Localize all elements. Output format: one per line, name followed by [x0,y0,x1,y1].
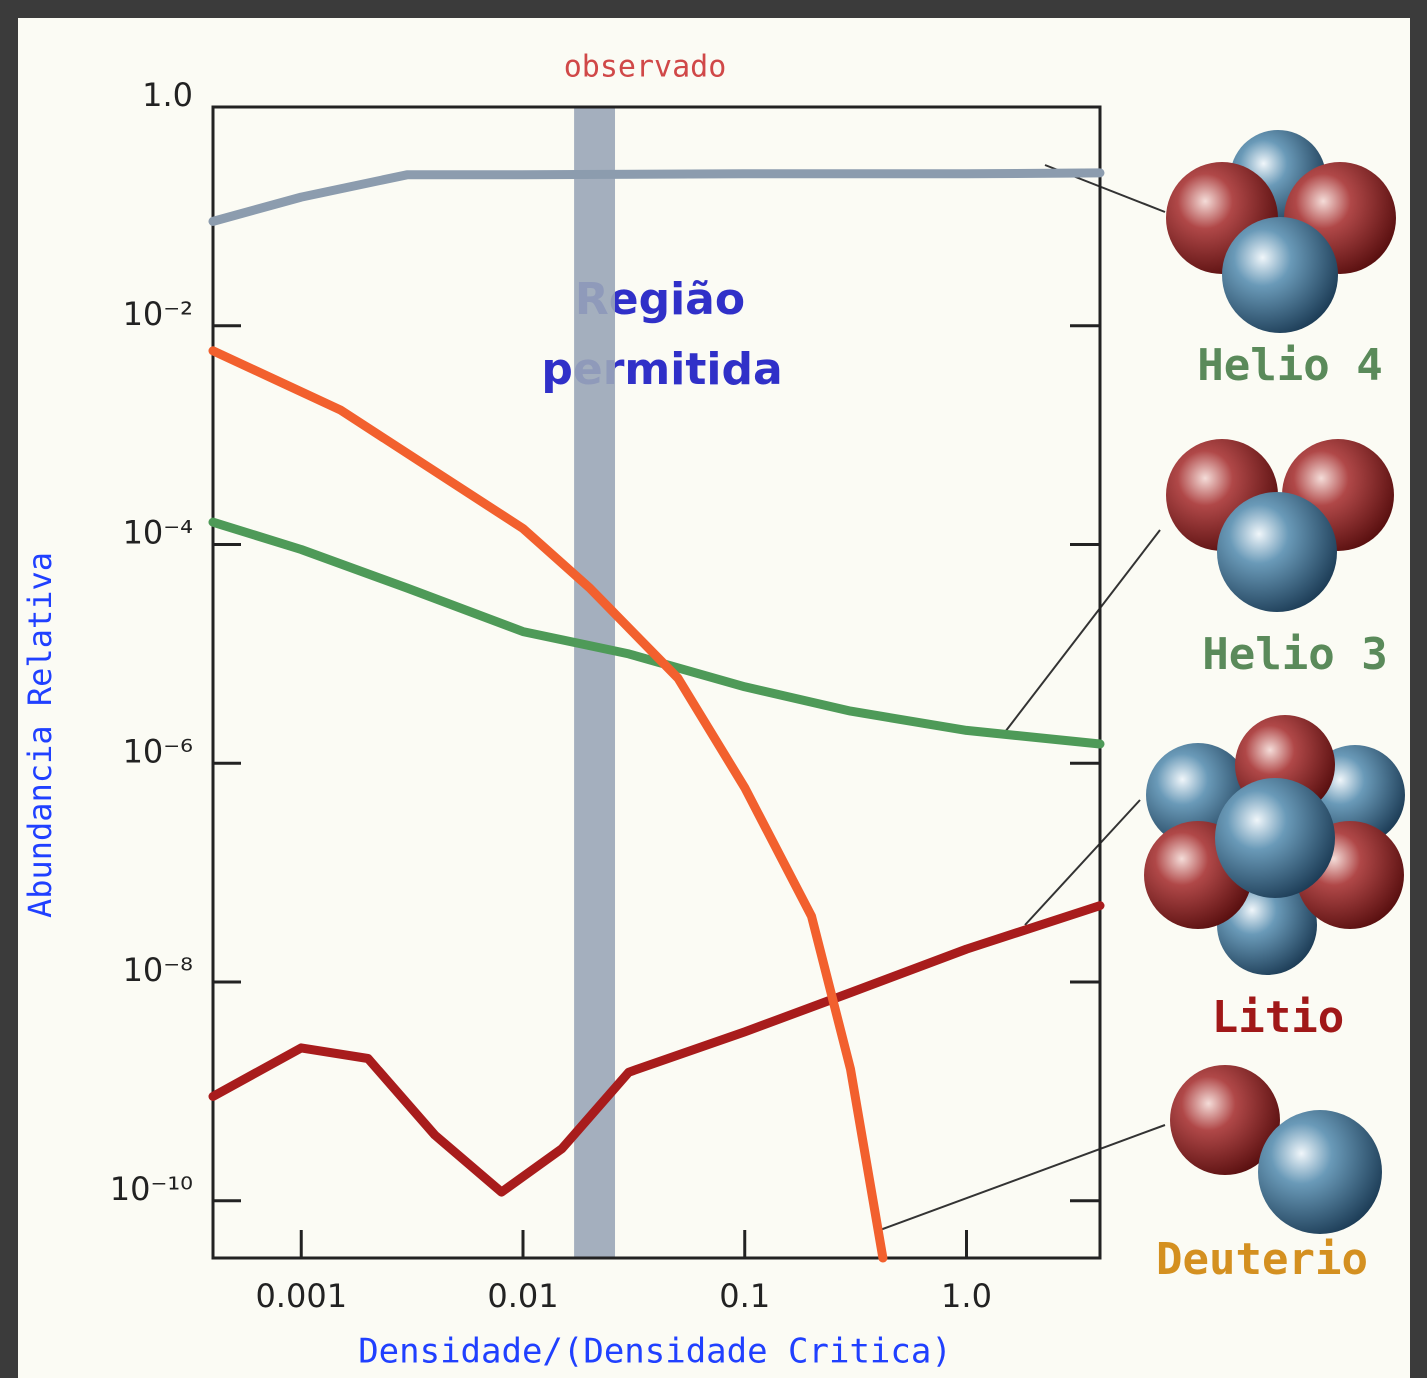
series-line [208,901,1105,1197]
legend-label: Litio [1212,992,1344,1043]
x-tick-label: 0.001 [255,1277,347,1315]
y-axis-label: Abundancia Relativa [21,552,59,918]
x-tick-label: 0.01 [487,1277,558,1315]
y-tick-label: 10⁻⁴ [123,514,193,552]
x-tick-label: 0.1 [719,1277,770,1315]
leader-line [879,1124,1166,1231]
leader-lines [879,164,1166,1231]
x-tick-label: 1.0 [941,1277,992,1315]
legend-label: Helio 3 [1202,629,1387,680]
series-line [208,517,1105,749]
series-line [208,346,888,1263]
y-tick-label: 10⁻⁶ [123,732,193,770]
atom-helio4 [1166,130,1396,333]
plot-frame [211,105,1102,1260]
y-tick-label: 10⁻² [123,295,193,333]
leader-line [1004,529,1161,733]
atom-litio [1144,715,1405,975]
y-tick-label: 10⁻⁸ [123,951,193,989]
band [574,107,616,1258]
legend-label: Deuterio [1156,1234,1368,1285]
atom-deuterio [1170,1065,1382,1234]
x-axis-label: Densidade/(Densidade Critica) [358,1332,952,1372]
y-tick-label: 10⁻¹⁰ [110,1170,193,1208]
series-line [208,168,1105,226]
leader-line [1024,799,1141,926]
atom-helio3 [1166,439,1394,612]
chart-title: observado [564,50,727,85]
plot: 1.0 10⁻² 10⁻⁴ 10⁻⁶ 10⁻⁸ 10⁻¹⁰ 0.001 0.01 0.1 1.0 H… [110,76,1388,1315]
legend-label: Helio 4 [1197,340,1382,391]
atoms [1144,130,1405,1234]
y-tick-label: 1.0 [142,76,193,114]
